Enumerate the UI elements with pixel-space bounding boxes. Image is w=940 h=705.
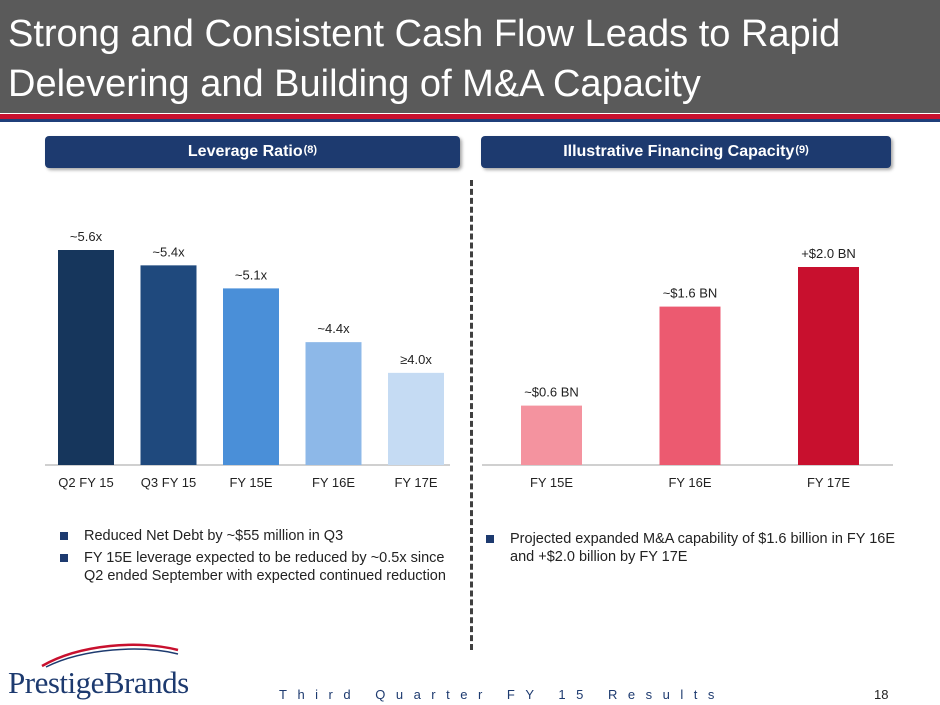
data-label: ~5.4x: [152, 244, 185, 259]
bullet-square-icon: [60, 532, 68, 540]
bullet-text: Reduced Net Debt by ~$55 million in Q3: [84, 528, 344, 544]
x-tick-label: FY 15E: [229, 475, 272, 490]
bar: [223, 288, 279, 465]
page-number: 18: [874, 687, 889, 702]
data-label: ~5.6x: [70, 229, 103, 244]
x-tick-label: Q3 FY 15: [141, 475, 196, 490]
leverage-ratio-header-text: Leverage Ratio: [187, 143, 303, 160]
bullet-text: FY 15E leverage expected to be reduced b…: [84, 550, 446, 584]
data-label: ~$1.6 BN: [663, 286, 718, 301]
logo-swoosh-icon: [41, 643, 179, 668]
bar: [140, 265, 197, 465]
bullet-square-icon: [60, 554, 68, 562]
bullet-item: FY 15E leverage expected to be reduced b…: [60, 549, 450, 585]
x-tick-label: FY 15E: [530, 475, 573, 490]
leverage-bullets: Reduced Net Debt by ~$55 million in Q3 F…: [60, 527, 450, 589]
x-tick-label: FY 16E: [312, 475, 355, 490]
x-tick-label: FY 17E: [394, 475, 437, 490]
bar: [798, 267, 859, 465]
x-tick-label: Q2 FY 15: [58, 475, 113, 490]
x-tick-label: FY 16E: [668, 475, 711, 490]
prestige-brands-logo: PrestigeBrands: [8, 665, 189, 700]
capacity-bullets: Projected expanded M&A capability of $1.…: [486, 530, 906, 570]
bar: [58, 250, 114, 465]
leverage-ratio-header: Leverage Ratio (8): [45, 136, 460, 168]
bullet-item: Projected expanded M&A capability of $1.…: [486, 530, 906, 566]
financing-capacity-footnote: (9): [795, 144, 809, 156]
section-divider: [470, 180, 473, 650]
bar: [659, 306, 721, 465]
x-tick-label: FY 17E: [807, 475, 850, 490]
bar: [521, 405, 582, 465]
title-accent-stripe-blue: [0, 119, 940, 122]
slide-title-line-1: Strong and Consistent Cash Flow Leads to…: [8, 13, 841, 55]
financing-capacity-header: Illustrative Financing Capacity (9): [481, 136, 891, 168]
bullet-square-icon: [486, 535, 494, 543]
data-label: +$2.0 BN: [801, 246, 856, 261]
title-bar: Strong and Consistent Cash Flow Leads to…: [0, 0, 940, 113]
slide-title-line-2: Delevering and Building of M&A Capacity: [8, 63, 701, 105]
bar: [305, 342, 362, 465]
bar: [388, 372, 444, 465]
bullet-item: Reduced Net Debt by ~$55 million in Q3: [60, 527, 450, 545]
data-label: ~4.4x: [317, 321, 350, 336]
data-label: ~5.1x: [235, 267, 268, 282]
bullet-text: Projected expanded M&A capability of $1.…: [510, 531, 896, 565]
leverage-ratio-footnote: (8): [303, 144, 318, 156]
data-label: ≥4.0x: [400, 352, 432, 367]
footer-text: Third Quarter FY 15 Results: [279, 687, 725, 702]
data-label: ~$0.6 BN: [524, 385, 579, 400]
financing-capacity-header-text: Illustrative Financing Capacity: [563, 143, 795, 160]
title-accent-stripe-red: [0, 114, 940, 119]
